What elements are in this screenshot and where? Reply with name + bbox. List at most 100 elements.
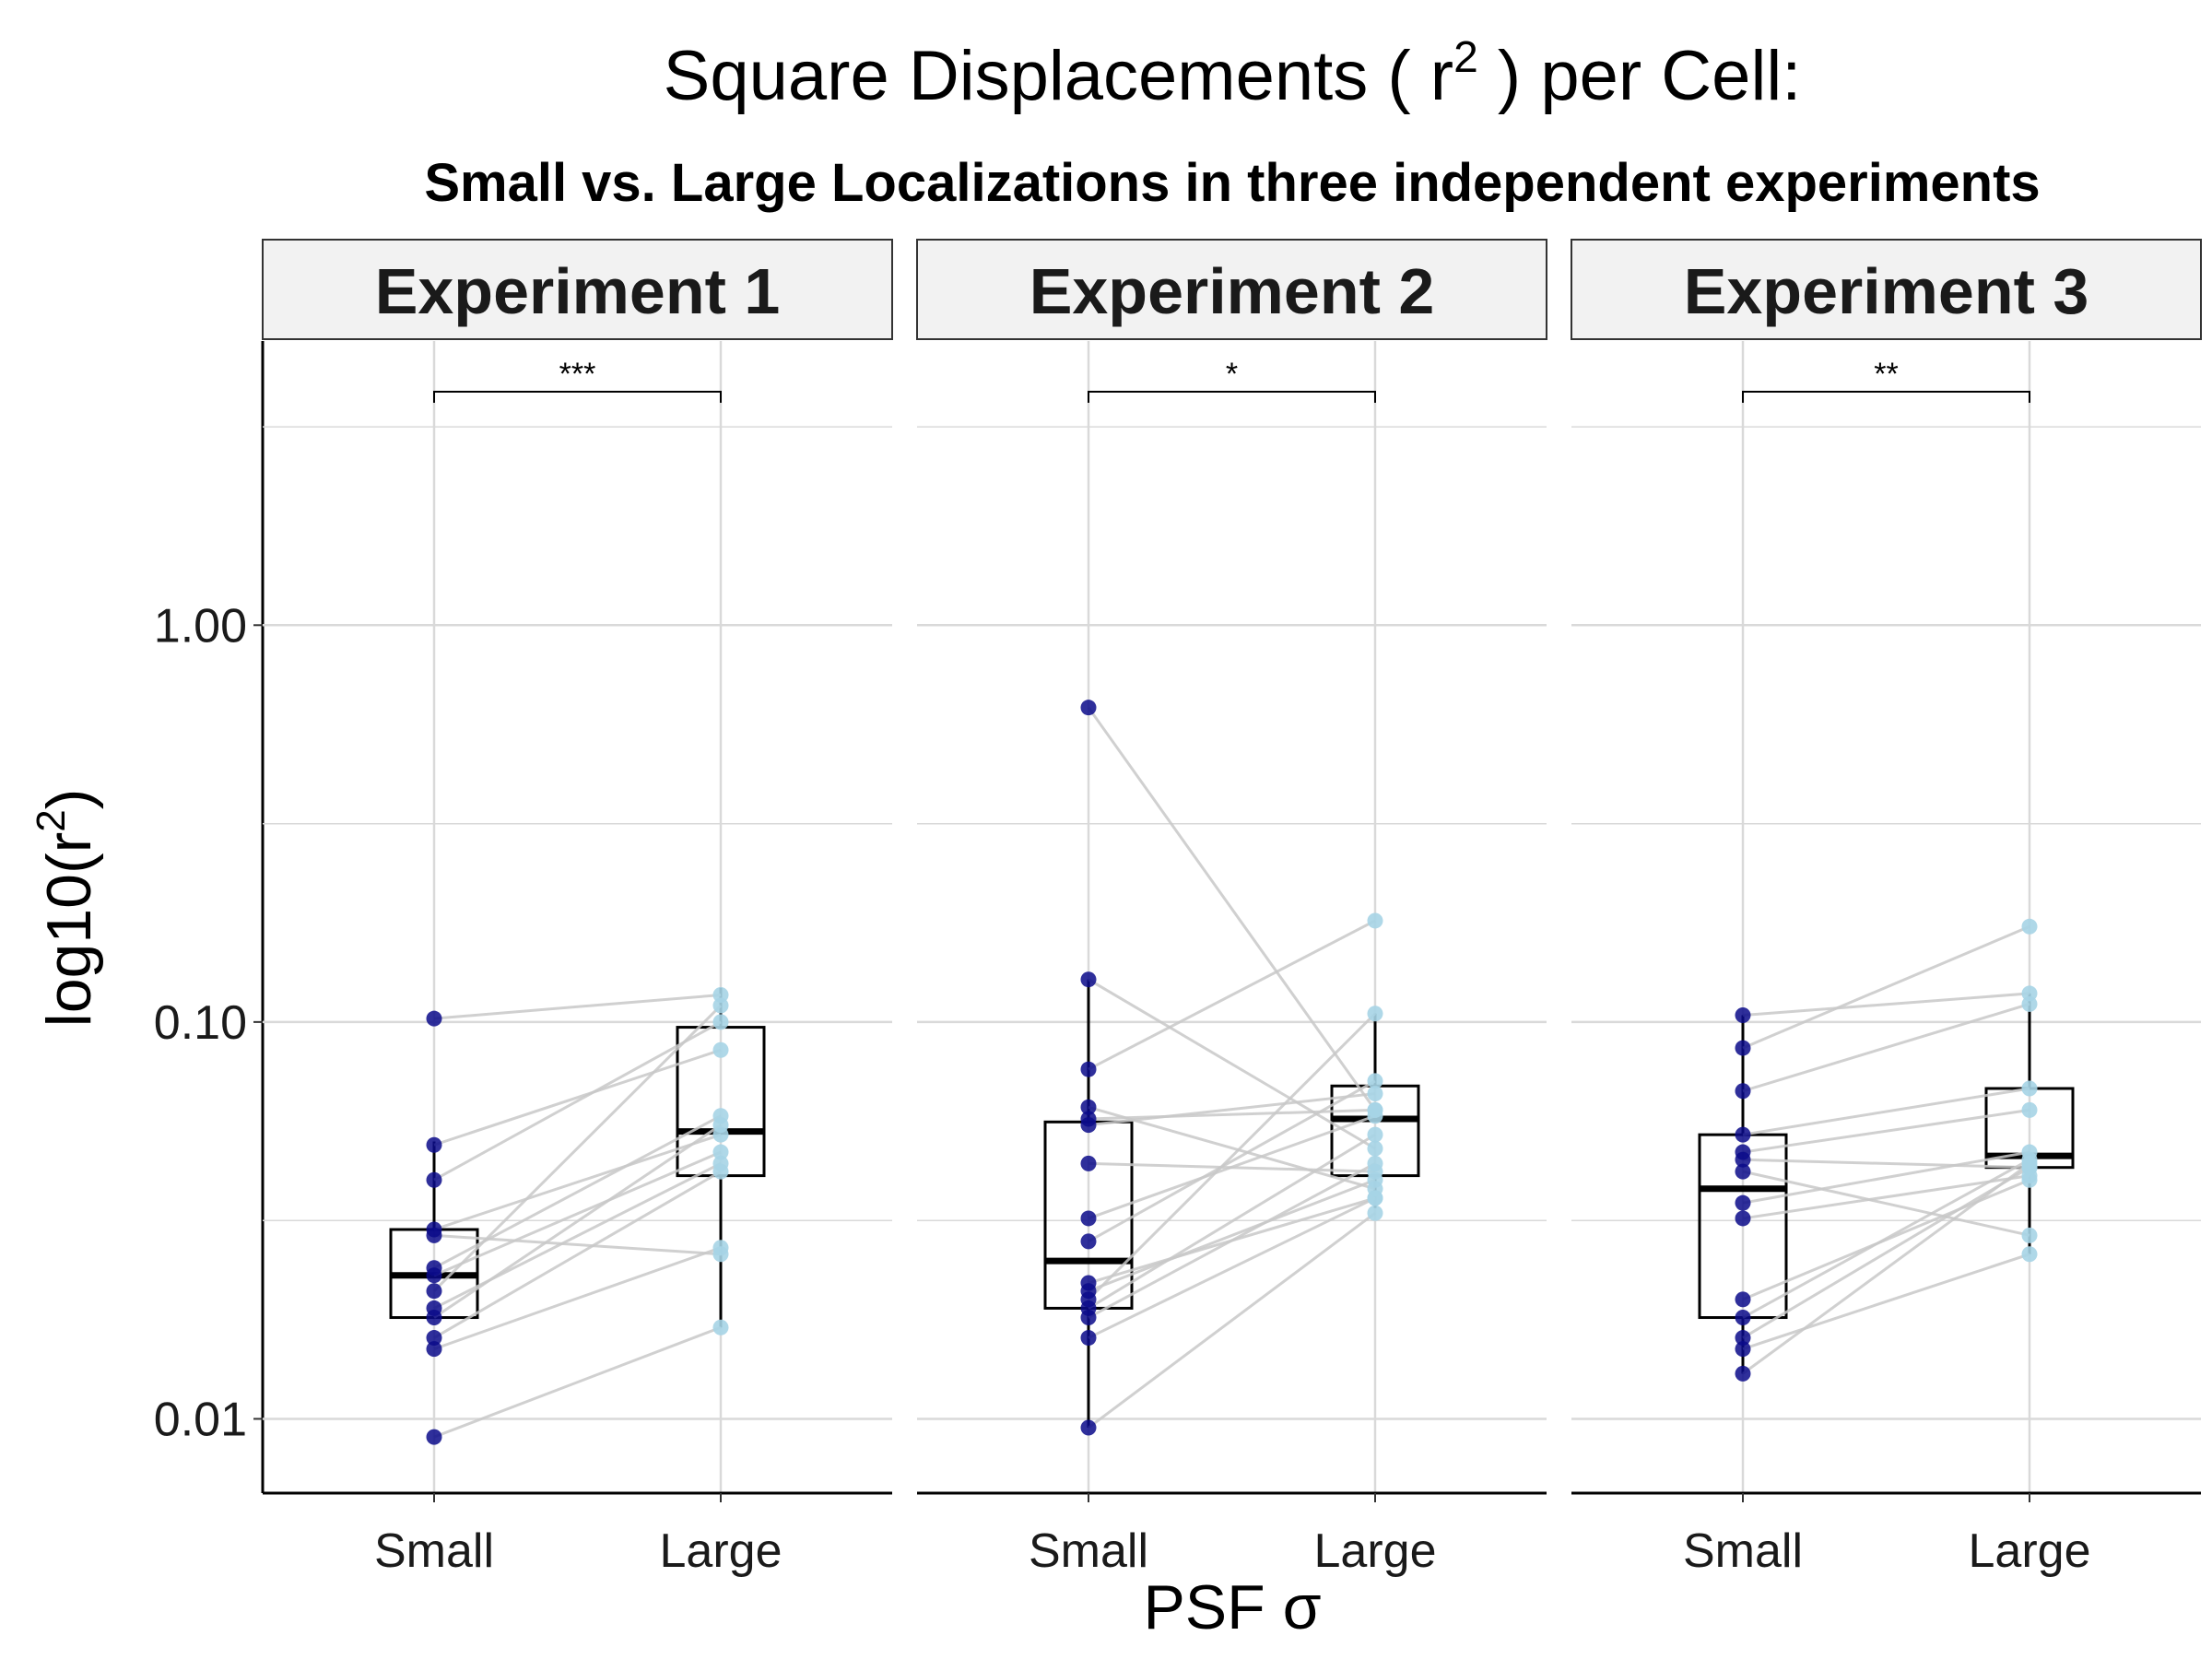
panel-strip [1571,239,2202,340]
pair-line [433,994,722,1020]
point-large [2021,1171,2038,1188]
x-tick-label: Large [1314,1524,1437,1578]
point-large [2021,1080,2038,1097]
point-large [2021,918,2038,935]
point-small [1080,1233,1097,1250]
point-small [426,1341,442,1358]
point-large [1367,1086,1383,1102]
pair-line [1088,1178,1376,1293]
pair-line [1087,706,1377,1112]
point-large [2021,1101,2038,1118]
pair-line [1742,1174,2030,1220]
point-small [1080,1310,1097,1326]
y-axis-title: log10(r2) [29,789,104,1028]
point-large [1367,1155,1383,1171]
point-small [1080,1061,1097,1077]
panel-strip-label: Experiment 1 [375,255,781,327]
pair-line [1742,992,2030,1018]
x-tick-label: Small [1683,1524,1803,1578]
pair-line [1742,1158,2030,1170]
x-tick-label: Small [1029,1524,1148,1578]
pair-line [1742,1108,2030,1154]
pair-line [1742,1150,2030,1205]
point-large [2021,1155,2038,1171]
point-small [1080,700,1097,716]
pair-line [433,1133,722,1231]
y-tick-label: 1.00 [154,599,247,653]
point-small [1080,1117,1097,1134]
y-axis-title-text: log10(r [34,832,104,1028]
pair-line [1742,1162,2030,1375]
point-small [426,1429,442,1445]
panel-strip-label: Experiment 3 [1684,255,2089,327]
pair-line [1742,1253,2030,1351]
point-small [426,1227,442,1243]
point-small [1735,1310,1751,1326]
point-small [1080,1099,1097,1115]
pair-line [1088,978,1376,1150]
point-small [426,1171,442,1188]
point-small [1735,1365,1751,1382]
point-large [712,1240,729,1256]
point-large [2021,995,2038,1012]
significance-label: ** [1874,357,1898,392]
point-large [1367,912,1383,929]
point-small [1735,1007,1751,1024]
point-small [426,1267,442,1284]
point-small [1735,1210,1751,1227]
point-large [1367,1140,1383,1157]
pair-line [1088,1079,1376,1243]
pair-line [1087,1012,1377,1300]
point-large [712,1014,729,1030]
pair-line [1088,1196,1376,1339]
point-large [2021,1227,2038,1243]
point-small [1735,1341,1751,1358]
y-axis-title-sup: 2 [29,809,74,831]
pair-line [433,1246,722,1351]
point-small [1735,1330,1751,1347]
point-small [1080,971,1097,988]
pair-line [1742,1166,2030,1339]
pair-line [1088,1092,1376,1127]
pair-line [1742,1158,2030,1319]
point-small [1080,1210,1097,1227]
point-large [1367,1006,1383,1022]
panel-experiment-1: Experiment 1 Small Large *** [262,239,893,1578]
point-small [1735,1083,1751,1100]
chart-title: Square Displacements ( r2 ) per Cell: [664,33,1802,115]
point-small [426,1283,442,1300]
pair-line [433,1325,722,1439]
point-large [712,1144,729,1160]
pair-line [1742,1002,2030,1093]
panel-strip [262,239,893,340]
point-small [426,1010,442,1027]
pair-line [433,1233,722,1256]
pair-line [1088,1108,1376,1121]
pair-line [1088,1162,1376,1319]
point-small [1080,1419,1097,1436]
chart-title-sup: 2 [1453,33,1478,82]
pair-line [433,1020,722,1182]
chart-subtitle: Small vs. Large Localizations in three i… [424,153,2040,213]
y-axis-title-suffix: ) [34,789,104,810]
significance-label: * [1226,357,1238,392]
point-large [712,997,729,1014]
y-tick-label: 0.01 [154,1393,247,1446]
x-axis-title: PSF σ [1143,1572,1321,1642]
point-small [1080,1155,1097,1171]
point-large [1367,1205,1383,1221]
point-small [1080,1330,1097,1347]
point-small [1735,1291,1751,1308]
pair-line [433,1048,722,1147]
point-large [1367,1126,1383,1143]
point-large [2021,1246,2038,1263]
point-small [426,1136,442,1153]
pair-line [1742,1087,2030,1136]
pair-line [1088,1211,1376,1430]
pair-line [433,1170,722,1339]
pair-line [433,1150,722,1277]
point-large [1367,1073,1383,1089]
y-tick-label: 0.10 [154,996,247,1050]
